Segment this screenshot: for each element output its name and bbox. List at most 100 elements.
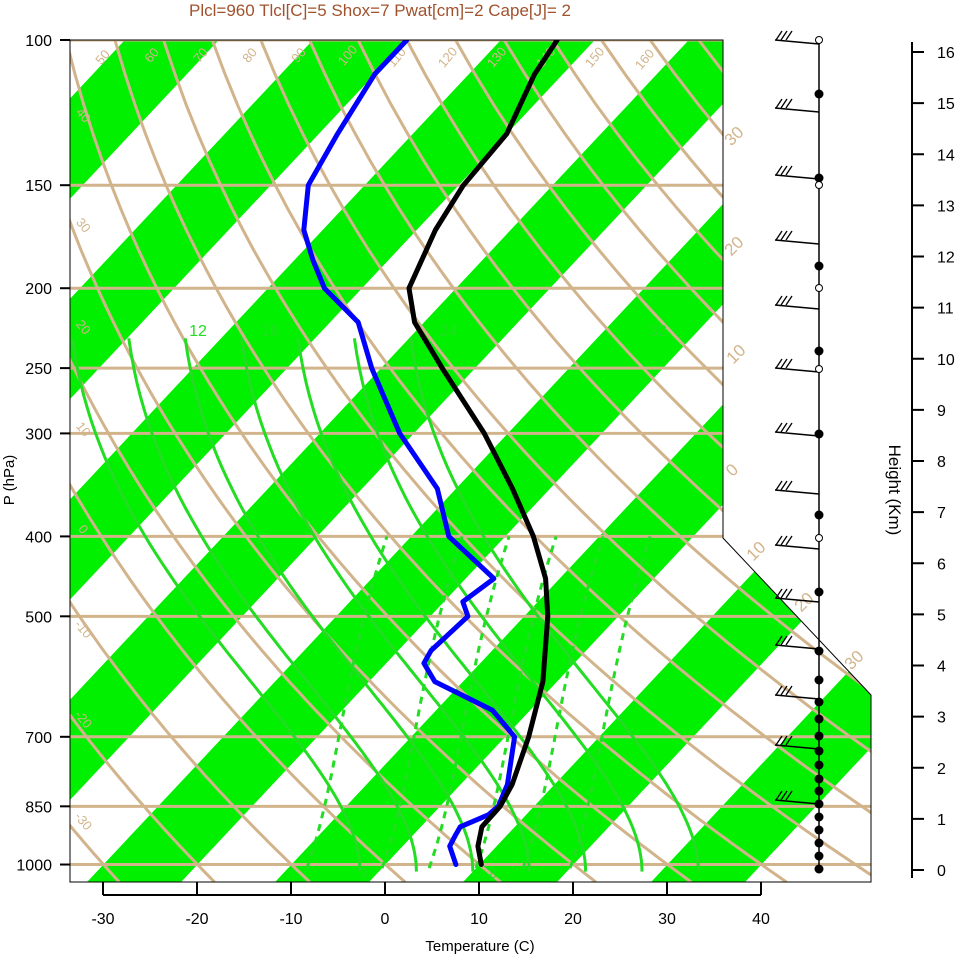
wind-barb	[774, 644, 820, 650]
moist-adiabat-line	[183, 338, 475, 872]
wind-barb	[774, 431, 820, 437]
x-tick-label: 30	[658, 911, 676, 928]
isotherm-label-left: -10	[72, 617, 96, 641]
wind-barb-feather	[775, 358, 783, 369]
x-axis-label: Temperature (C)	[425, 938, 534, 955]
height-marker-dot	[814, 346, 824, 356]
height-marker-dot	[814, 746, 824, 756]
dry-adiabat-line	[70, 40, 692, 882]
dry-adiabat-line	[70, 40, 407, 882]
height-marker-dot	[814, 774, 824, 784]
mixing-ratio-label: 12	[189, 323, 207, 340]
isotherm-label-right: 10	[743, 538, 770, 565]
wind-barb-feather	[780, 98, 788, 109]
height-marker-open	[815, 534, 823, 542]
dry-adiabat-line	[405, 40, 871, 882]
dry-adiabat-line	[210, 40, 871, 882]
height-marker-dot	[814, 675, 824, 685]
isotherm-label-right: 30	[841, 647, 868, 674]
wind-barb-feather	[785, 165, 793, 176]
height-marker-open	[815, 36, 823, 44]
height-marker-dot	[814, 838, 824, 848]
height-marker-dot	[814, 714, 824, 724]
height-tick-label: 10	[937, 352, 955, 369]
wind-barb-feather	[780, 295, 788, 306]
height-marker-dot	[814, 786, 824, 796]
wind-barb-feather	[785, 98, 793, 109]
wind-barb-feather	[775, 735, 783, 746]
height-marker-dot	[814, 697, 824, 707]
wind-barb-feather	[780, 588, 788, 599]
wind-barb-feather	[775, 295, 783, 306]
wind-barb-feather	[775, 165, 783, 176]
wind-barb	[774, 544, 820, 550]
wind-barb-feather	[785, 480, 793, 491]
height-tick-label: 8	[937, 454, 946, 471]
wind-barb-feather	[785, 295, 793, 306]
moist-adiabat-line	[70, 338, 362, 872]
moist-adiabat-line	[409, 338, 700, 872]
dry-adiabat-line	[308, 40, 871, 882]
y-axis: 100 150 200 250 300 400 500 700 850 1000	[16, 33, 71, 882]
x-tick-label: -20	[185, 911, 208, 928]
wind-barb	[774, 174, 820, 180]
height-tick-label: 11	[937, 301, 954, 318]
height-marker-dot	[814, 89, 824, 99]
height-marker-dot	[814, 825, 824, 835]
mixing-ratio-label: 32	[649, 323, 667, 340]
height-tick-label: 7	[937, 505, 946, 522]
wind-barb-feather	[785, 790, 793, 801]
theta-label: 160	[632, 46, 657, 72]
wind-barb-feather	[775, 588, 783, 599]
height-marker-dot	[814, 587, 824, 597]
height-marker-dot	[814, 851, 824, 861]
wind-barb-feather	[780, 790, 788, 801]
wind-barb-feather	[780, 535, 788, 546]
wind-barb-feather	[775, 230, 783, 241]
moist-adiabat-line	[127, 338, 418, 872]
height-tick-label: 14	[937, 147, 955, 164]
y-tick-label: 150	[25, 178, 52, 195]
x-tick-label: -30	[91, 911, 114, 928]
wind-barb-feather	[775, 480, 783, 491]
dry-adiabat-line	[454, 40, 871, 882]
height-marker-dot	[814, 510, 824, 520]
height-marker-open	[815, 365, 823, 373]
height-tick-label: 2	[937, 761, 946, 778]
y-tick-label: 850	[25, 799, 52, 816]
height-marker-dot	[814, 864, 824, 874]
wind-barb-feather	[775, 98, 783, 109]
height-marker-dot	[814, 429, 824, 439]
y-tick-label: 500	[25, 609, 52, 626]
height-axis-label: Height (Km)	[885, 445, 904, 536]
wind-barb-feather	[775, 790, 783, 801]
y-tick-label: 200	[25, 281, 52, 298]
x-tick-label: 20	[564, 911, 582, 928]
x-axis: -30 -20 -10 0 10 20 30 40	[91, 882, 770, 928]
height-marker-dot	[814, 261, 824, 271]
wind-barb-feather	[785, 358, 793, 369]
temperature-band	[275, 40, 871, 882]
temperature-band	[70, 40, 407, 882]
wind-barb-feather	[785, 422, 793, 433]
mixing-ratio-line	[474, 535, 558, 869]
y-tick-label: 250	[25, 361, 52, 378]
mixing-ratio-line	[380, 535, 464, 869]
wind-barb-feather	[780, 358, 788, 369]
height-tick-label: 5	[937, 607, 946, 624]
wind-barb-feather	[775, 535, 783, 546]
dewpoint-profile-line	[301, 40, 518, 867]
height-marker-dot	[814, 760, 824, 770]
wind-barb-feather	[785, 635, 793, 646]
wind-barb-feather	[775, 635, 783, 646]
dry-adiabat-line	[70, 40, 311, 882]
wind-barb-feather	[780, 165, 788, 176]
height-tick-label: 12	[937, 250, 955, 267]
chart-title: Plcl=960 Tlcl[C]=5 Shox=7 Pwat[cm]=2 Cap…	[189, 1, 571, 20]
y-axis-label: P (hPa)	[1, 455, 18, 506]
isotherm-label-left: -30	[72, 809, 96, 833]
wind-barb	[774, 367, 820, 373]
wind-barb-feather	[780, 685, 788, 696]
height-marker-dot	[814, 799, 824, 809]
